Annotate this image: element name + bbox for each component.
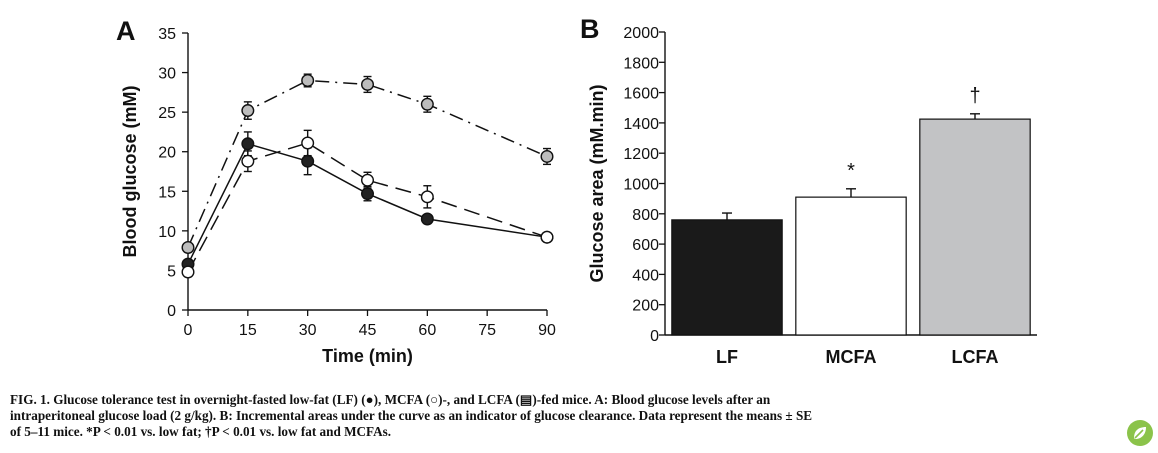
- panel-b-bar-chart: B 0 200 400 600 800 1000 1200 1400 1600 1800 2000 Gl…: [580, 14, 1037, 367]
- a-y-tick-label: 20: [158, 145, 176, 162]
- a-point-lf: [301, 154, 315, 168]
- b-y-tick-label: 2000: [623, 25, 659, 42]
- figure-caption: FIG. 1. Glucose tolerance test in overni…: [10, 392, 1145, 440]
- b-y-tick-label: 1000: [623, 177, 659, 194]
- a-point-mcfa: [241, 154, 255, 168]
- a-y-tick-label: 30: [158, 66, 176, 83]
- a-x-tick-label: 45: [359, 322, 377, 339]
- b-y-tick-label: 1800: [623, 55, 659, 72]
- a-y-tick-label: 35: [158, 26, 176, 43]
- a-series-line-lf: [187, 142, 548, 265]
- figure: A 0 5 10 15 20 25 30 35 0 15 30 45 60 75 90 Time (min) Bl…: [116, 14, 1037, 367]
- b-y-tick-label: 1400: [623, 116, 659, 133]
- a-point-lcfa: [301, 73, 315, 87]
- panel-a-line-chart: A 0 5 10 15 20 25 30 35 0 15 30 45 60 75 90 Time (min) Bl…: [116, 16, 556, 366]
- a-point-lcfa: [361, 77, 375, 91]
- a-y-axis-title: Blood glucose (mM): [120, 86, 140, 258]
- panel-b-label: B: [580, 14, 600, 44]
- b-y-tick-label: 1600: [623, 86, 659, 103]
- a-x-tick-label: 0: [184, 322, 193, 339]
- b-y-tick-label: 600: [632, 237, 659, 254]
- a-point-lcfa: [241, 104, 255, 118]
- b-bar-lf: [671, 219, 783, 336]
- a-point-lcfa: [540, 149, 554, 163]
- panel-a-label: A: [116, 16, 136, 46]
- a-x-axis-title: Time (min): [322, 346, 413, 366]
- a-x-tick-label: 15: [239, 322, 257, 339]
- b-category-label: LCFA: [952, 347, 999, 367]
- a-series-line-mcfa: [187, 142, 548, 273]
- b-y-tick-label: 0: [650, 328, 659, 345]
- a-point-mcfa: [301, 136, 315, 150]
- b-category-label: MCFA: [826, 347, 877, 367]
- a-x-tick-label: 75: [478, 322, 496, 339]
- a-y-tick-label: 15: [158, 184, 176, 201]
- a-y-tick-label: 25: [158, 105, 176, 122]
- a-point-lcfa: [420, 97, 434, 111]
- a-point-lf: [361, 187, 375, 201]
- a-y-tick-label: 0: [167, 303, 176, 320]
- a-series-line-lcfa: [187, 79, 548, 248]
- a-point-mcfa: [361, 173, 375, 187]
- caption-line-3: of 5–11 mice. *P < 0.01 vs. low fat; †P …: [10, 424, 392, 439]
- b-bar-lcfa: [919, 118, 1031, 336]
- b-y-tick-label: 800: [632, 207, 659, 224]
- a-x-tick-label: 60: [418, 322, 436, 339]
- a-point-lf: [420, 212, 434, 226]
- a-point-mcfa: [420, 190, 434, 204]
- a-x-tick-label: 90: [538, 322, 556, 339]
- a-point-mcfa: [181, 265, 195, 279]
- b-significance-annotation: *: [847, 160, 855, 182]
- b-y-tick-label: 1200: [623, 146, 659, 163]
- caption-line-1: FIG. 1. Glucose tolerance test in overni…: [10, 392, 771, 407]
- b-bar-mcfa: [795, 196, 907, 336]
- caption-line-2: intraperitoneal glucose load (2 g/kg). B…: [10, 408, 813, 423]
- b-category-label: LF: [716, 347, 738, 367]
- a-point-mcfa: [540, 230, 554, 244]
- a-x-tick-label: 30: [299, 322, 317, 339]
- b-significance-annotation: †: [969, 85, 980, 107]
- a-point-lcfa: [181, 240, 195, 254]
- a-point-lf: [241, 137, 255, 151]
- b-y-axis-title: Glucose area (mM.min): [587, 84, 607, 282]
- a-y-tick-label: 5: [167, 263, 176, 280]
- b-y-tick-label: 200: [632, 298, 659, 315]
- b-y-tick-label: 400: [632, 267, 659, 284]
- a-y-tick-label: 10: [158, 224, 176, 241]
- leaf-badge-icon: [1127, 420, 1153, 446]
